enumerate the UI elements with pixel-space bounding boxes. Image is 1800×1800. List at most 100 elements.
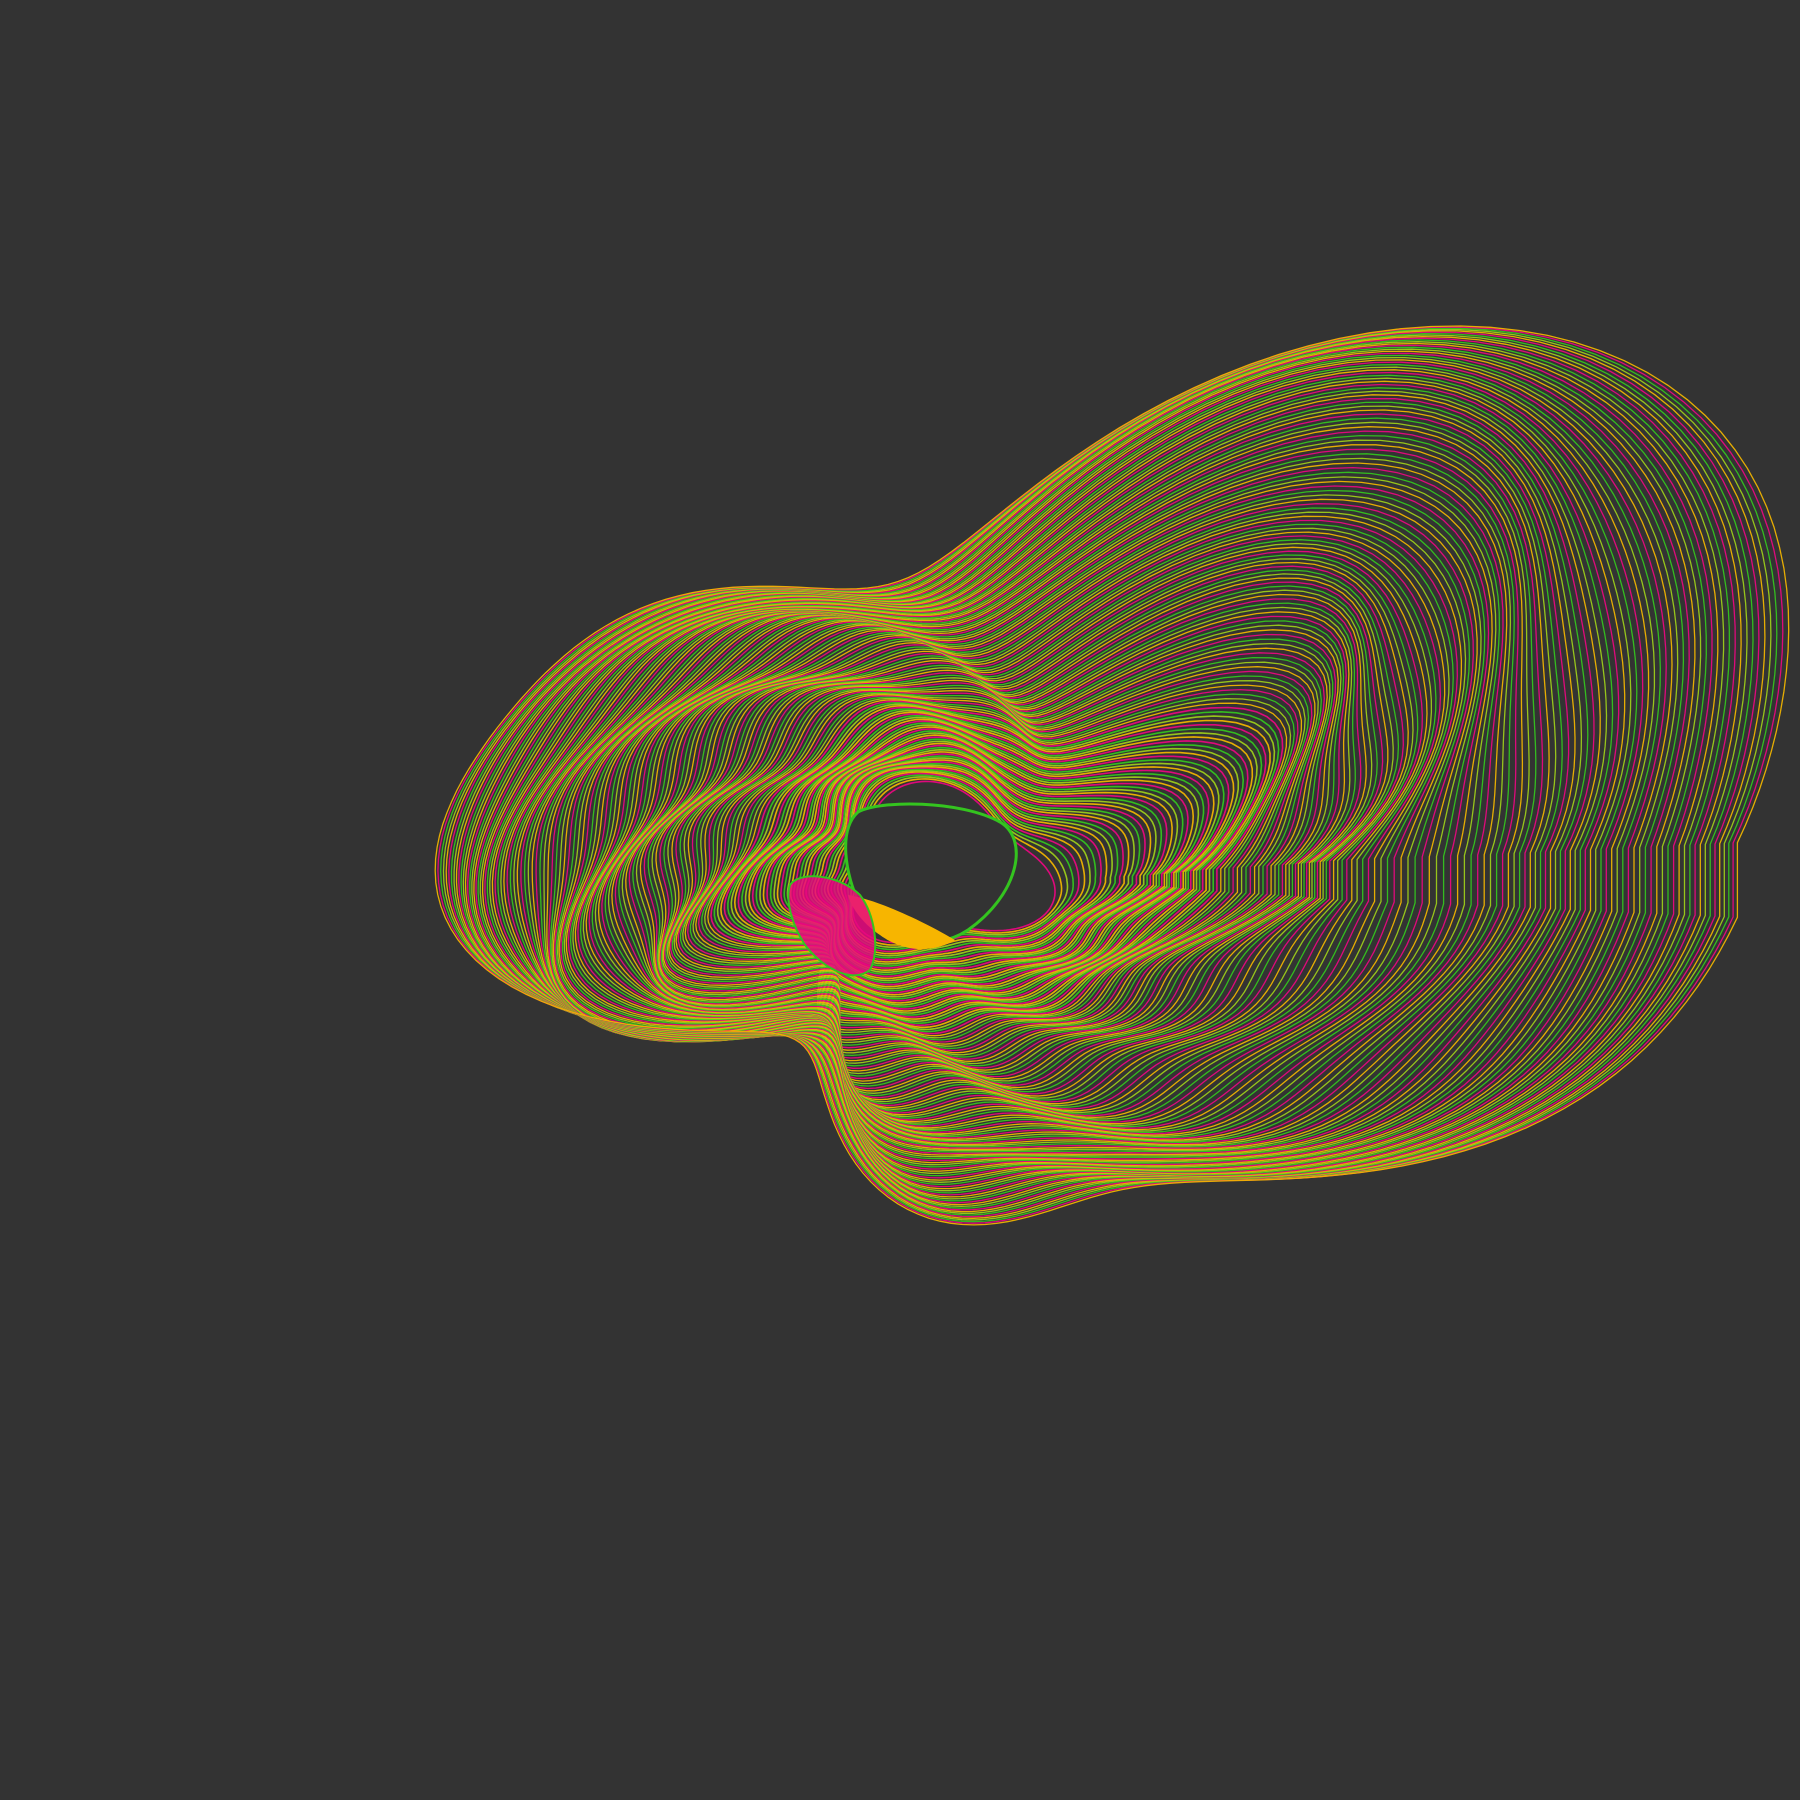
contour-ring (450, 332, 1754, 1216)
contour-ring (548, 430, 1544, 1149)
contour-ring (563, 476, 1497, 1138)
contour-ring (710, 700, 1284, 1035)
contour-ring (730, 709, 1258, 1023)
contour-ring (840, 771, 1086, 955)
contour-ring (666, 624, 1342, 1073)
contour-ring (462, 341, 1725, 1208)
contour-ring (520, 397, 1595, 1162)
contour-ring (684, 666, 1316, 1054)
contour-ring (655, 593, 1367, 1089)
contour-ring (670, 633, 1337, 1069)
contour-ring (489, 366, 1656, 1183)
contour-ring (713, 701, 1280, 1033)
contour-ring (604, 539, 1437, 1115)
contour-ring (556, 457, 1512, 1142)
contour-ring (675, 647, 1328, 1062)
contour-ring (434, 325, 1790, 1226)
contour-ring (543, 421, 1557, 1152)
contour-ring (560, 466, 1504, 1140)
contour-ring (535, 413, 1570, 1155)
contour-ring (567, 485, 1490, 1135)
contour-ring (513, 390, 1608, 1166)
contour-ring (741, 714, 1245, 1016)
inner-loop (787, 875, 877, 977)
contour-rings (434, 325, 1790, 1226)
contour-ring (453, 334, 1748, 1214)
contour-ring (611, 546, 1428, 1112)
contour-ring (677, 652, 1325, 1060)
contour-ring (679, 656, 1322, 1058)
contour-ring (554, 448, 1519, 1145)
contour-ring (639, 577, 1389, 1097)
contour-ring (643, 581, 1384, 1095)
contour-ring (744, 716, 1240, 1014)
contour-ring (843, 772, 1080, 953)
contour-ring (546, 426, 1550, 1151)
contour-ring (766, 728, 1210, 1002)
contour-ring (551, 439, 1530, 1147)
contour-ring (707, 699, 1288, 1037)
contour-ring (661, 606, 1353, 1082)
contour-ring (597, 531, 1446, 1119)
contour-ring (833, 768, 1097, 959)
contour-ring (698, 688, 1299, 1043)
contour-ring (786, 740, 1179, 990)
contour-ring (737, 713, 1249, 1018)
contour-ring (523, 401, 1589, 1160)
contour-ring (458, 337, 1736, 1211)
contour-ring (455, 335, 1742, 1213)
contour-ring (491, 369, 1650, 1181)
contour-ring (716, 703, 1276, 1031)
contour-ring (572, 494, 1482, 1132)
contour-ring (776, 734, 1195, 996)
contour-ring (516, 394, 1601, 1164)
contour-ring (837, 769, 1091, 957)
contour-ring (751, 720, 1230, 1010)
contour-ring (668, 629, 1339, 1071)
contour-ring (500, 377, 1632, 1174)
contour-ring (445, 330, 1766, 1219)
contour-ring (497, 374, 1638, 1177)
contour-ring (618, 554, 1419, 1108)
contour-ring (509, 387, 1614, 1168)
contour-ring (503, 380, 1626, 1172)
contour-ring (755, 722, 1225, 1008)
contour-ring (549, 434, 1537, 1148)
contour-ring (662, 611, 1350, 1080)
contour-ring (780, 736, 1189, 994)
contour-ring (577, 503, 1474, 1129)
contour-ring (783, 738, 1184, 992)
contour-ring (562, 471, 1501, 1139)
contour-ring (762, 726, 1215, 1004)
contour-ring (692, 680, 1306, 1047)
contour-ring (601, 535, 1442, 1117)
contour-ring (486, 364, 1661, 1186)
contour-ring (565, 480, 1493, 1136)
contour-ring (704, 697, 1292, 1039)
contour-ring (671, 638, 1334, 1067)
contour-ring (628, 565, 1404, 1103)
contour-ring (506, 383, 1620, 1170)
contour-ring (552, 444, 1524, 1146)
contour-ring (607, 542, 1433, 1114)
contour-ring (660, 602, 1356, 1084)
contour-ring (632, 569, 1400, 1101)
inner-accent-band (848, 895, 955, 950)
contour-ring (460, 339, 1731, 1209)
contour-ring (574, 498, 1478, 1131)
contour-ring (727, 708, 1263, 1025)
contour-ring (789, 742, 1173, 988)
contour-ring (591, 523, 1454, 1122)
contour-ring (585, 515, 1463, 1125)
contour-ring (614, 550, 1423, 1110)
contour-ring (769, 730, 1205, 1000)
contour-ring (494, 371, 1644, 1179)
contour-ring (663, 615, 1347, 1078)
contour-ring (647, 585, 1378, 1093)
contour-ring (689, 675, 1310, 1050)
contour-ring (665, 620, 1345, 1076)
contour-ring (748, 718, 1235, 1012)
contour-ring (695, 684, 1303, 1045)
